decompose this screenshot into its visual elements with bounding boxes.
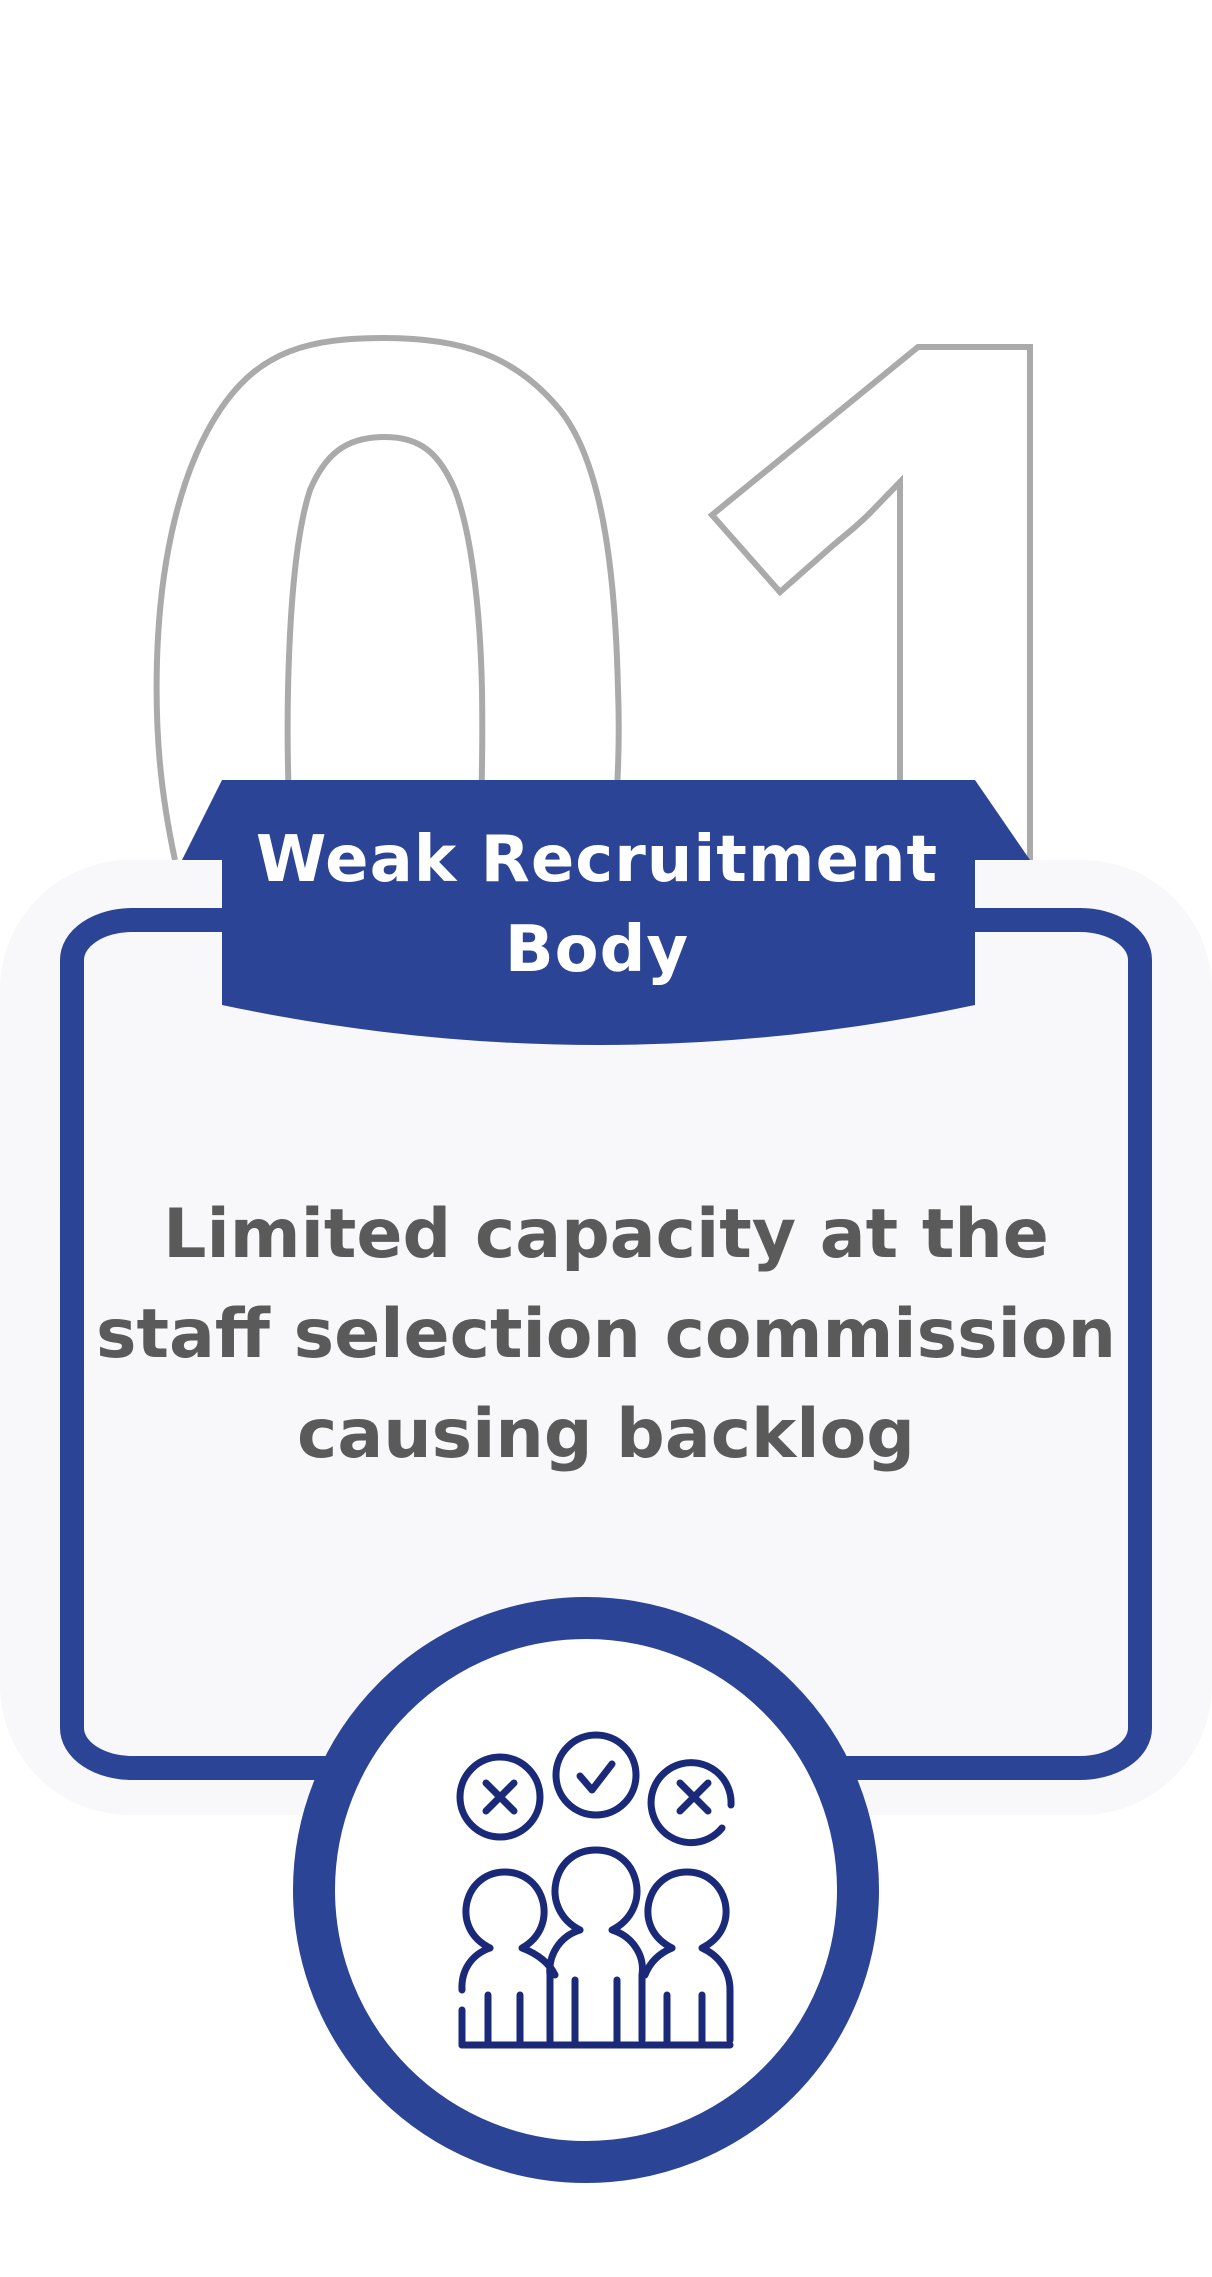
- card-description: Limited capacity at the staff selection …: [96, 1195, 1116, 1474]
- banner-tab-right: [975, 780, 1030, 860]
- card-title: Weak Recruitment Body: [255, 823, 939, 987]
- icon-circle: [293, 1597, 879, 2183]
- card-background: [0, 860, 1212, 1815]
- title-banner: [222, 780, 975, 1045]
- banner-tab-left: [182, 780, 222, 860]
